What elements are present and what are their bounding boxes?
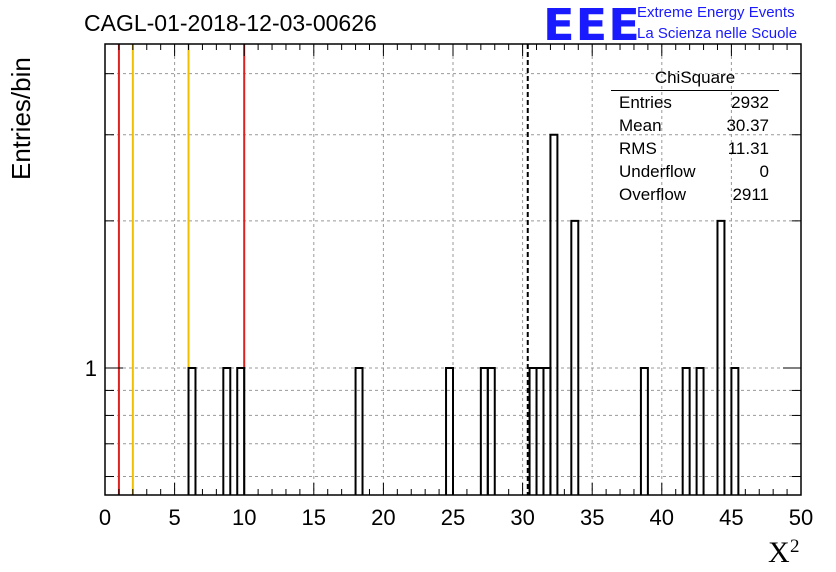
stats-label: RMS: [619, 139, 657, 158]
stats-label: Entries: [619, 93, 672, 112]
stats-value: 11.31: [727, 139, 769, 158]
x-tick-label: 50: [789, 505, 813, 530]
histogram-bin: [639, 367, 649, 495]
stats-box: ChiSquare Entries 2932 Mean 30.37 RMS 11.31…: [611, 66, 779, 206]
stats-title: ChiSquare: [611, 66, 779, 91]
logo-line-2: La Scienza nelle Scuole: [637, 25, 798, 42]
tick-labels: 0 5 10 15 20 25 30 35 40 45 50 1: [85, 356, 813, 530]
x-tick-label: 40: [650, 505, 674, 530]
histogram-bin: [549, 133, 559, 495]
x-tick-label: 30: [510, 505, 534, 530]
stats-row-underflow: Underflow 0: [611, 160, 779, 183]
histogram-bin: [528, 367, 538, 495]
stats-value: 0: [759, 162, 769, 181]
histogram-bin: [570, 219, 580, 495]
stats-row-overflow: Overflow 2911: [611, 183, 779, 206]
y-tick-label: 1: [85, 356, 97, 381]
x-tick-label: 45: [719, 505, 743, 530]
y-axis-label: Entries/bin: [6, 57, 36, 180]
x-tick-label: 5: [168, 505, 180, 530]
stats-label: Mean: [619, 116, 662, 135]
histogram-bin: [187, 367, 197, 495]
stats-label: Overflow: [619, 185, 687, 204]
histogram-bin: [222, 367, 232, 495]
histogram-bin: [445, 367, 454, 495]
x-tick-label: 20: [371, 505, 395, 530]
x-axis-label: X: [768, 536, 790, 569]
histogram-bin: [716, 219, 726, 495]
stats-label: Underflow: [619, 162, 696, 181]
x-tick-label: 15: [302, 505, 326, 530]
stats-row-rms: RMS 11.31: [611, 137, 779, 160]
histogram-bin: [681, 367, 691, 495]
eee-logo: EEE: [543, 0, 641, 51]
histogram-bin: [542, 367, 552, 495]
chart-title: CAGL-01-2018-12-03-00626: [84, 10, 377, 36]
stats-value: 2911: [732, 185, 769, 204]
x-tick-label: 0: [99, 505, 111, 530]
stats-row-entries: Entries 2932: [611, 91, 779, 114]
histogram-bin: [354, 367, 364, 495]
histogram-bin: [486, 367, 496, 495]
histogram-bin: [695, 367, 705, 495]
x-tick-label: 10: [232, 505, 256, 530]
histogram-bin: [479, 367, 489, 495]
x-axis-label-superscript: 2: [790, 536, 800, 557]
stats-value: 2932: [731, 93, 769, 112]
x-tick-label: 35: [580, 505, 604, 530]
histogram-bin: [236, 367, 246, 495]
stats-row-mean: Mean 30.37: [611, 114, 779, 137]
logo-line-1: Extreme Energy Events: [637, 4, 795, 21]
axis-ticks: [104, 44, 802, 495]
reference-lines: [117, 44, 529, 495]
histogram-bin: [535, 367, 545, 495]
histogram-bars: [187, 133, 740, 495]
stats-value: 30.37: [726, 116, 769, 135]
histogram-bin: [730, 367, 740, 495]
x-tick-label: 25: [441, 505, 465, 530]
